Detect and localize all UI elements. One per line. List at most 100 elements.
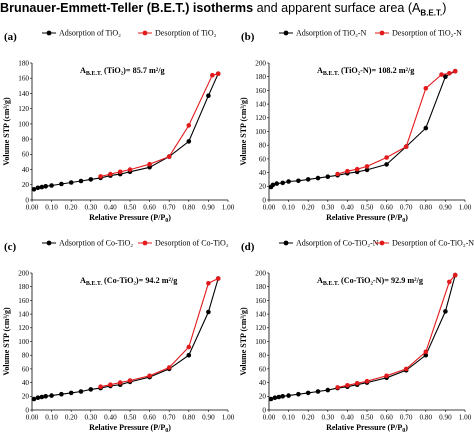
adsorption-data-point	[68, 390, 74, 396]
surface-area-annotation-sub: B.E.T.	[323, 71, 340, 77]
adsorption-data-point	[296, 178, 301, 184]
adsorption-data-point	[325, 174, 331, 179]
adsorption-data-point	[88, 177, 94, 182]
adsorption-data-point	[268, 396, 274, 402]
surface-area-annotation-a: A	[317, 66, 323, 75]
x-tick-label: 0.10	[282, 204, 295, 212]
surface-area-annotation-sub: B.E.T.	[86, 281, 103, 287]
adsorption-data-point	[35, 395, 41, 401]
y-tick-label: 160	[18, 297, 29, 305]
x-tick-label: 0.00	[263, 414, 276, 422]
desorption-data-point	[354, 166, 360, 172]
surface-area-annotation-value: (TiO₂-N)= 108.2 m²/g	[339, 66, 415, 75]
x-tick-label: 1.00	[222, 414, 235, 422]
x-axis-label-main: Relative Pressure (P/P	[89, 213, 165, 222]
x-axis-label-main: Relative Pressure (P/P	[89, 423, 165, 432]
x-tick-label: 0.90	[439, 414, 452, 422]
desorption-data-point	[384, 155, 389, 160]
adsorption-data-point	[315, 389, 321, 394]
y-tick-label: 80	[22, 136, 30, 144]
adsorption-data-point	[296, 391, 301, 397]
y-tick-label: 160	[255, 297, 266, 305]
surface-area-annotation: AB.E.T. (Co-TiO₂-N)= 92.9 m²/g	[317, 276, 424, 287]
x-axis-label: Relative Pressure (P/P0)	[89, 423, 171, 433]
x-tick-label: 0.90	[202, 414, 215, 422]
y-tick-label: 0	[25, 406, 29, 414]
y-tick-label: 100	[255, 338, 266, 346]
y-tick-label: 20	[259, 183, 267, 191]
y-tick-label: 200	[255, 59, 266, 67]
y-tick-label: 80	[259, 352, 267, 360]
panel-label: (a)	[4, 31, 17, 43]
desorption-data-point	[345, 168, 350, 174]
desorption-data-point	[186, 123, 192, 128]
surface-area-annotation-value: (TiO₂)= 85.7 m²/g	[102, 66, 166, 75]
x-tick-label: 0.30	[85, 414, 98, 422]
adsorption-data-point	[206, 309, 211, 315]
x-axis-label-sub: 0	[402, 428, 405, 433]
desorption-data-point	[147, 161, 152, 167]
x-tick-label: 0.60	[380, 204, 393, 212]
surface-area-annotation-a: A	[317, 276, 323, 285]
x-tick-label: 0.00	[263, 204, 276, 212]
surface-area-annotation-sub: B.E.T.	[323, 281, 340, 287]
x-tick-label: 0.30	[322, 414, 335, 422]
desorption-data-point	[215, 71, 221, 76]
legend-desorption-marker	[142, 30, 148, 36]
y-tick-label: 100	[18, 120, 29, 128]
y-tick-label: 80	[259, 142, 267, 150]
panel-label: (c)	[4, 241, 17, 253]
x-tick-label: 0.60	[143, 414, 156, 422]
adsorption-data-point	[39, 184, 45, 190]
x-tick-label: 0.20	[302, 414, 315, 422]
x-tick-label: 0.70	[400, 204, 413, 212]
x-tick-label: 0.00	[26, 204, 39, 212]
desorption-data-point	[364, 164, 370, 169]
adsorption-data-point	[274, 181, 280, 186]
x-tick-label: 0.80	[420, 204, 433, 212]
y-axis-label: Volume STP (cm³/g)	[2, 307, 11, 376]
chart-panel-2: (b) Adsorption of TiO₂-N Desorption of TiO…	[239, 29, 472, 224]
figure-title-main: Brunauer-Emmett-Teller (B.E.T.) isotherm…	[0, 1, 254, 15]
x-axis-label-end: )	[405, 423, 408, 432]
x-axis-label: Relative Pressure (P/P0)	[326, 213, 408, 224]
x-tick-label: 0.40	[104, 414, 117, 422]
x-axis-label-main: Relative Pressure (P/P	[326, 423, 402, 432]
x-tick-label: 1.00	[459, 414, 472, 422]
x-axis-label: Relative Pressure (P/P0)	[326, 423, 408, 433]
x-tick-label: 0.80	[420, 414, 433, 422]
surface-area-annotation: AB.E.T. (TiO₂)= 85.7 m²/g	[80, 66, 166, 77]
adsorption-data-point	[88, 387, 94, 392]
desorption-data-point	[403, 366, 409, 372]
y-tick-label: 60	[22, 151, 30, 159]
x-tick-label: 0.50	[124, 414, 137, 422]
adsorption-data-point	[206, 93, 211, 98]
legend-desorption-label: Desorption of TiO₂	[155, 29, 217, 38]
y-tick-label: 0	[262, 196, 266, 204]
adsorption-data-point	[49, 393, 54, 398]
adsorption-data-point	[315, 175, 321, 181]
surface-area-annotation-value: (Co-TiO₂)= 94.2 m²/g	[102, 276, 178, 285]
desorption-data-point	[452, 272, 458, 278]
adsorption-data-point	[384, 162, 389, 167]
desorption-data-point	[127, 378, 133, 383]
desorption-data-point	[108, 171, 113, 177]
x-axis-label-sub: 0	[402, 218, 405, 224]
desorption-data-point	[127, 167, 133, 172]
desorption-data-point	[364, 378, 370, 384]
adsorption-data-point	[78, 178, 84, 184]
x-tick-label: 0.10	[45, 414, 58, 422]
adsorption-data-point	[280, 394, 286, 399]
x-tick-label: 0.20	[65, 204, 78, 212]
legend-desorption-marker	[379, 30, 385, 36]
adsorption-data-point	[276, 394, 282, 400]
adsorption-data-point	[78, 389, 84, 394]
x-tick-label: 0.60	[380, 414, 393, 422]
x-tick-label: 0.30	[85, 204, 98, 212]
adsorption-data-point	[49, 183, 54, 188]
adsorption-data-point	[39, 394, 45, 400]
x-tick-label: 0.60	[143, 204, 156, 212]
desorption-data-point	[147, 373, 152, 379]
y-tick-label: 140	[255, 311, 266, 319]
